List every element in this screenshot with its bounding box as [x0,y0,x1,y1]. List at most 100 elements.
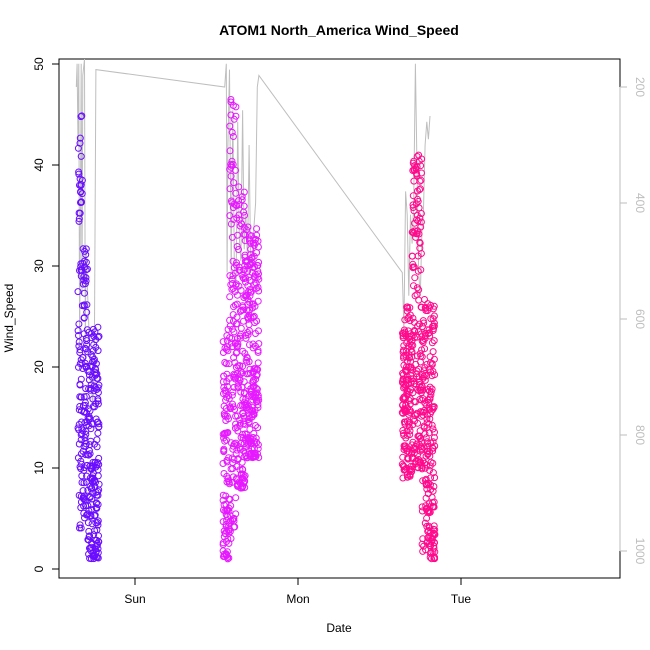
data-point [221,411,228,419]
data-point [86,450,94,458]
data-point [227,96,235,103]
data-point [227,172,235,180]
pressure-line [75,58,431,407]
data-point [227,439,235,447]
data-point [424,537,432,545]
data-point [247,385,255,393]
data-point [92,366,100,374]
x-axis: Sun Mon Tue [124,577,471,606]
data-point [421,519,429,527]
y-tick-label: 50 [32,57,46,71]
data-point [249,344,257,352]
data-point [405,354,413,362]
data-point [405,420,413,428]
data-point [80,289,88,297]
data-point [427,315,435,323]
data-point [244,416,252,423]
data-point [248,304,256,312]
data-point [245,392,253,400]
data-point [232,494,240,502]
data-point [255,327,262,335]
data-point [224,553,231,561]
data-point [429,348,437,356]
data-point [77,436,85,444]
data-point [416,214,424,222]
data-point [228,391,236,399]
data-point [80,314,88,322]
data-point [252,422,259,429]
data-point [403,307,411,315]
data-point [90,531,98,539]
data-point [223,478,231,486]
x-tick-label: Mon [286,592,309,606]
data-point [430,483,438,490]
data-point [399,376,407,384]
data-point [409,314,417,322]
data-point [94,429,102,437]
data-point [226,122,234,130]
data-point [421,459,428,467]
data-point [254,237,262,245]
data-point [227,111,235,119]
data-point [254,348,262,356]
data-point [255,287,263,295]
data-point [91,383,99,391]
data-point [239,465,247,473]
data-point [219,349,227,356]
data-point [77,375,85,383]
data-point [247,388,255,396]
data-point [414,187,421,195]
data-point [411,380,418,388]
data-point [409,463,417,471]
data-point [220,434,228,442]
data-point [88,505,96,513]
data-point [94,347,102,355]
data-point [75,363,82,371]
data-point [89,462,97,470]
data-point [411,292,419,300]
right-tick-label: 200 [633,77,647,97]
data-point [81,344,89,352]
data-point [223,370,231,378]
data-point [249,410,257,418]
data-point [85,413,93,421]
data-point [79,427,87,435]
data-point [239,409,247,417]
data-point [403,427,411,435]
data-point [76,134,84,142]
data-point [253,225,261,233]
data-point [222,492,230,500]
data-point [239,362,247,370]
data-point [421,371,429,379]
data-point [233,313,241,321]
data-point [225,415,232,423]
data-point [428,385,436,393]
data-point [243,353,251,361]
data-point [406,408,414,416]
data-point [422,502,430,510]
data-point [228,128,236,136]
data-point [94,389,102,396]
data-point [226,293,234,301]
data-point [240,479,248,487]
data-point [401,420,409,428]
data-point [424,411,432,419]
data-point [88,476,96,483]
data-point [79,487,87,495]
data-point [228,285,236,293]
data-point [91,368,99,376]
data-point [76,524,83,532]
data-point [82,258,90,266]
data-point [226,272,234,280]
data-point [241,211,248,219]
data-point [233,291,241,299]
data-point [78,425,86,433]
data-point [424,508,432,516]
data-point [254,441,262,449]
data-point [232,112,240,120]
x-axis-label: Date [326,621,352,635]
data-point [423,480,431,488]
y-tick-label: 0 [32,565,46,572]
series-0 [74,112,103,563]
data-point [79,245,87,253]
